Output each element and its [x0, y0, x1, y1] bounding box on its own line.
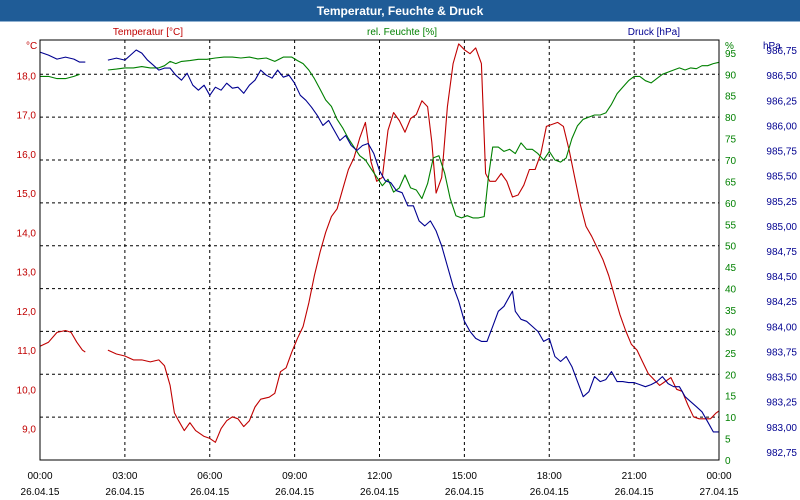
- x-tick-date: 27.04.15: [700, 487, 739, 498]
- tick-labels: 00:00 26.04.15 03:00 26.04.15 06:00 26.04.15 0…: [17, 46, 798, 498]
- temperature-tick: 9,0: [22, 425, 36, 436]
- x-tick-time: 00:00: [27, 471, 52, 482]
- temperature-tick: 14,0: [17, 228, 37, 239]
- pressure-series-label: Druck [hPa]: [628, 27, 680, 38]
- x-tick-date: 26.04.15: [615, 487, 654, 498]
- x-tick-date: 26.04.15: [190, 487, 229, 498]
- temperature-tick: 18,0: [17, 71, 37, 82]
- humidity-tick: 0: [725, 456, 731, 467]
- humidity-tick: 60: [725, 199, 737, 210]
- x-tick-time: 00:00: [706, 471, 731, 482]
- humidity-tick: 20: [725, 370, 737, 381]
- humidity-tick: 30: [725, 327, 737, 338]
- pressure-tick: 984,00: [766, 322, 797, 333]
- humidity-tick: 50: [725, 242, 737, 253]
- window-title: Temperatur, Feuchte & Druck: [0, 0, 800, 22]
- temperature-tick: 16,0: [17, 150, 37, 161]
- temperature-tick: 13,0: [17, 268, 37, 279]
- x-tick-date: 26.04.15: [445, 487, 484, 498]
- temperature-tick: 17,0: [17, 111, 37, 122]
- pressure-tick: 983,00: [766, 423, 797, 434]
- pressure-line: [107, 49, 719, 433]
- humidity-tick: 55: [725, 220, 737, 231]
- series-lines: [39, 43, 720, 443]
- humidity-line: [40, 73, 80, 80]
- humidity-tick: 65: [725, 177, 737, 188]
- humidity-tick: 45: [725, 263, 737, 274]
- x-tick-time: 06:00: [197, 471, 222, 482]
- pressure-tick: 986,25: [766, 96, 797, 107]
- humidity-tick: 80: [725, 113, 737, 124]
- humidity-unit-label: %: [725, 41, 734, 52]
- x-tick-date: 26.04.15: [21, 487, 60, 498]
- x-tick-date: 26.04.15: [105, 487, 144, 498]
- pressure-tick: 984,50: [766, 272, 797, 283]
- pressure-line: [39, 51, 86, 63]
- pressure-tick: 985,25: [766, 197, 797, 208]
- pressure-tick: 986,00: [766, 121, 797, 132]
- plot-frame: [39, 39, 720, 461]
- x-tick-time: 15:00: [452, 471, 477, 482]
- pressure-tick: 985,50: [766, 172, 797, 183]
- humidity-tick: 95: [725, 49, 737, 60]
- pressure-unit-label: hPa: [763, 41, 781, 52]
- humidity-tick: 90: [725, 70, 737, 81]
- humidity-tick: 85: [725, 92, 737, 103]
- humidity-tick: 40: [725, 285, 737, 296]
- x-tick-date: 26.04.15: [360, 487, 399, 498]
- grid-lines: [40, 40, 719, 460]
- x-tick-date: 26.04.15: [275, 487, 314, 498]
- humidity-tick: 75: [725, 135, 737, 146]
- humidity-tick: 10: [725, 413, 737, 424]
- temperature-line: [39, 329, 86, 353]
- x-tick-time: 12:00: [367, 471, 392, 482]
- humidity-tick: 35: [725, 306, 737, 317]
- humidity-line: [107, 56, 720, 219]
- temperature-series-label: Temperatur [°C]: [113, 27, 183, 38]
- pressure-tick: 986,50: [766, 71, 797, 82]
- x-tick-time: 18:00: [537, 471, 562, 482]
- pressure-tick: 984,25: [766, 297, 797, 308]
- humidity-tick: 70: [725, 156, 737, 167]
- humidity-series-label: rel. Feuchte [%]: [367, 27, 437, 38]
- temperature-tick: 11,0: [17, 346, 36, 357]
- pressure-tick: 985,00: [766, 222, 797, 233]
- humidity-tick: 15: [725, 392, 737, 403]
- temperature-tick: 10,0: [17, 385, 37, 396]
- temperature-line: [107, 43, 720, 443]
- x-tick-time: 09:00: [282, 471, 307, 482]
- x-tick-time: 21:00: [622, 471, 647, 482]
- x-tick-time: 03:00: [112, 471, 137, 482]
- temperature-unit-label: °C: [26, 41, 37, 52]
- humidity-tick: 25: [725, 349, 737, 360]
- humidity-tick: 5: [725, 435, 731, 446]
- pressure-tick: 986,75: [766, 46, 797, 57]
- pressure-tick: 982,75: [766, 448, 797, 459]
- temperature-tick: 15,0: [17, 189, 37, 200]
- temperature-tick: 12,0: [17, 307, 37, 318]
- pressure-tick: 985,75: [766, 147, 797, 158]
- pressure-tick: 984,75: [766, 247, 797, 258]
- x-tick-date: 26.04.15: [530, 487, 569, 498]
- pressure-tick: 983,75: [766, 347, 797, 358]
- pressure-tick: 983,25: [766, 398, 797, 409]
- pressure-tick: 983,50: [766, 373, 797, 384]
